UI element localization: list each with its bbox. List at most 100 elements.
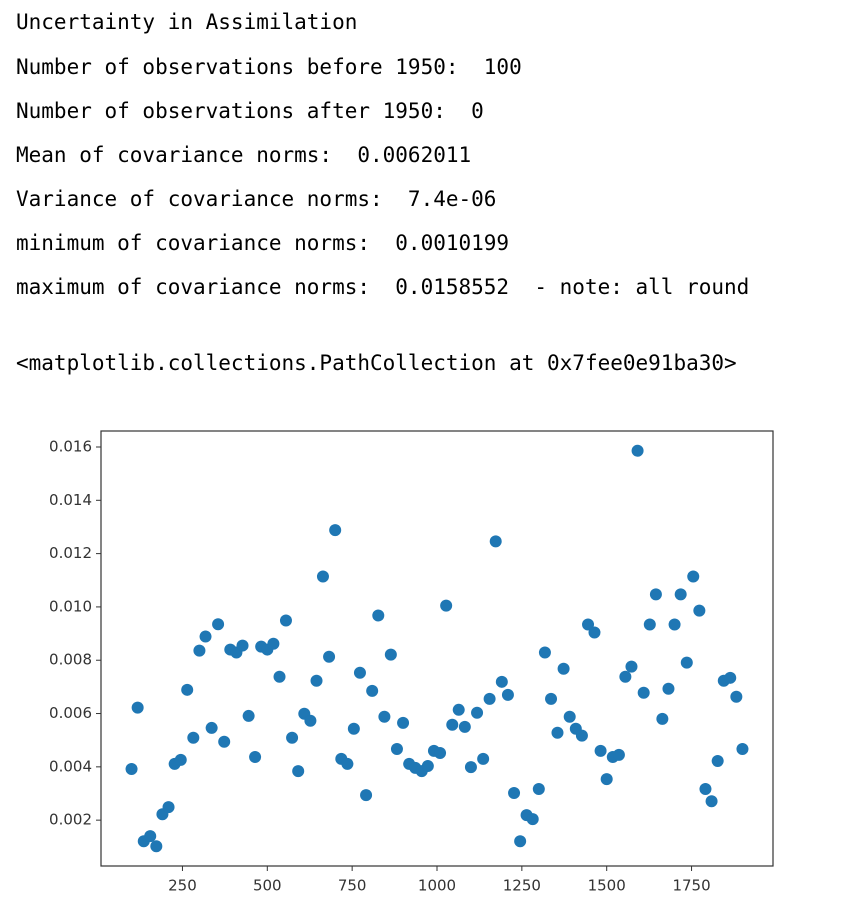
point — [193, 644, 206, 657]
point — [242, 709, 255, 722]
y-tick-label: 0.012 — [49, 544, 92, 562]
point — [199, 630, 212, 643]
x-tick-label: 500 — [253, 877, 282, 895]
point — [477, 752, 490, 765]
x-tick-label: 1000 — [418, 877, 456, 895]
output-line: Mean of covariance norms: 0.0062011 — [16, 143, 472, 167]
point — [372, 609, 385, 622]
point — [353, 666, 366, 679]
point — [131, 701, 144, 714]
point — [279, 614, 292, 627]
point — [643, 618, 656, 631]
point — [304, 714, 317, 727]
point — [446, 718, 459, 731]
point — [612, 748, 625, 761]
point — [551, 726, 564, 739]
point — [440, 599, 453, 612]
point — [588, 626, 601, 639]
point — [662, 682, 675, 695]
point — [360, 789, 373, 802]
output-line: Number of observations after 1950: 0 — [16, 99, 484, 123]
point — [323, 650, 336, 663]
point — [452, 703, 465, 716]
point — [508, 786, 521, 799]
point — [162, 801, 175, 814]
point — [668, 618, 681, 631]
point — [649, 588, 662, 601]
point — [538, 646, 551, 659]
point — [347, 722, 360, 735]
point — [489, 535, 502, 548]
y-tick-label: 0.010 — [49, 597, 92, 615]
point — [514, 835, 527, 848]
output-line: Variance of covariance norms: 7.4e-06 — [16, 187, 497, 211]
output-line: Number of observations before 1950: 100 — [16, 55, 522, 79]
point — [637, 686, 650, 699]
x-tick-label: 1500 — [588, 877, 626, 895]
point — [699, 782, 712, 795]
point — [390, 742, 403, 755]
y-tick-label: 0.016 — [49, 437, 92, 455]
point — [366, 684, 379, 697]
point — [575, 729, 588, 742]
y-tick-label: 0.008 — [49, 651, 92, 669]
point — [434, 746, 447, 759]
point — [273, 670, 286, 683]
point — [545, 692, 558, 705]
point — [557, 662, 570, 675]
point — [316, 570, 329, 583]
point — [236, 639, 249, 652]
x-tick-label: 1250 — [503, 877, 541, 895]
point — [329, 524, 342, 537]
y-tick-label: 0.004 — [49, 757, 92, 775]
output-line: maximum of covariance norms: 0.0158552 -… — [16, 275, 750, 299]
point — [532, 782, 545, 795]
point — [397, 716, 410, 729]
point — [464, 761, 477, 774]
point — [384, 648, 397, 661]
point — [378, 710, 391, 723]
x-tick-label: 1750 — [672, 877, 710, 895]
y-tick-label: 0.014 — [49, 491, 92, 509]
point — [687, 570, 700, 583]
point — [218, 735, 231, 748]
point — [341, 757, 354, 770]
point — [187, 731, 200, 744]
point — [680, 656, 693, 669]
point — [212, 618, 225, 631]
point — [705, 795, 718, 808]
x-tick-label: 250 — [168, 877, 197, 895]
point — [582, 618, 595, 631]
point — [631, 444, 644, 457]
point — [310, 674, 323, 687]
point — [600, 773, 613, 786]
point — [421, 760, 434, 773]
point — [736, 742, 749, 755]
point — [267, 637, 280, 650]
point — [205, 721, 218, 734]
point — [458, 720, 471, 733]
point — [483, 692, 496, 705]
point — [501, 688, 514, 701]
output-line: minimum of covariance norms: 0.0010199 — [16, 231, 510, 255]
point — [674, 588, 687, 601]
point — [563, 710, 576, 723]
point — [724, 671, 737, 684]
point — [292, 765, 305, 778]
point — [619, 670, 632, 683]
point — [711, 754, 724, 767]
point — [471, 706, 484, 719]
x-tick-label: 750 — [338, 877, 367, 895]
output-line: Uncertainty in Assimilation — [16, 10, 358, 34]
point — [150, 840, 163, 853]
point — [693, 604, 706, 617]
point — [495, 675, 508, 688]
point — [144, 830, 157, 843]
point — [125, 762, 138, 775]
point — [625, 660, 638, 673]
output-line: <matplotlib.collections.PathCollection a… — [16, 351, 737, 375]
point — [286, 731, 299, 744]
point — [526, 813, 539, 826]
